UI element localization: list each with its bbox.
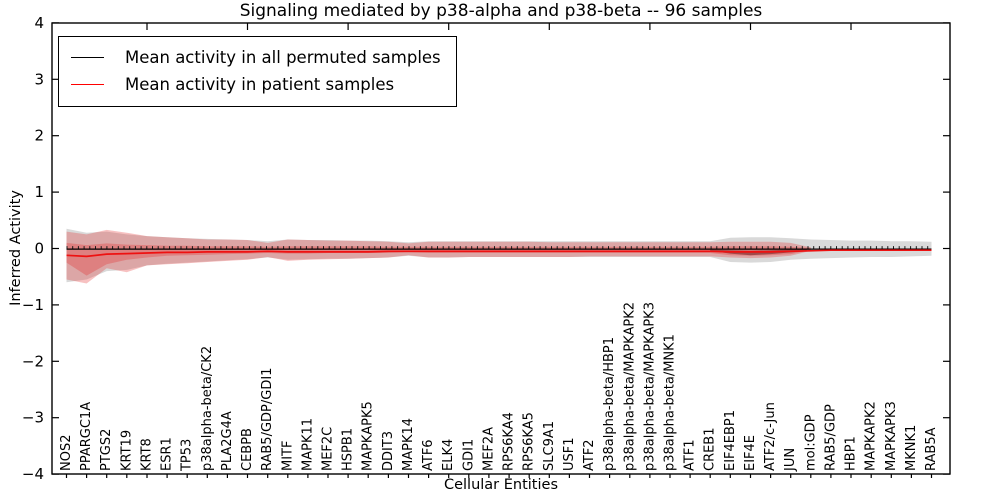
- x-tick-label: MKNK1: [904, 425, 919, 471]
- y-axis-label: Inferred Activity: [8, 190, 24, 306]
- x-tick-label: MEF2A: [481, 427, 496, 471]
- x-tick-label: USF1: [562, 437, 577, 471]
- x-tick-label: mol:GDP: [803, 414, 818, 471]
- legend: Mean activity in all permuted samples Me…: [58, 36, 457, 107]
- x-tick-label: CREB1: [703, 427, 718, 471]
- x-tick-label: MEF2C: [321, 427, 336, 471]
- x-tick-label: MAPK14: [401, 418, 416, 471]
- x-tick-label: p38alpha-beta/CK2: [200, 346, 215, 471]
- x-tick-label: HSPB1: [341, 428, 356, 471]
- y-tick-label: 2: [34, 127, 44, 145]
- legend-label-patient: Mean activity in patient samples: [125, 75, 395, 94]
- legend-label-permuted: Mean activity in all permuted samples: [125, 48, 441, 67]
- legend-item-permuted: Mean activity in all permuted samples: [71, 44, 441, 71]
- x-tick-label: EIF4E: [743, 435, 758, 471]
- x-tick-label: ESR1: [160, 437, 175, 471]
- y-tick-label: −2: [22, 352, 44, 370]
- x-tick-label: MITF: [280, 441, 295, 471]
- x-tick-label: MAPKAPK5: [361, 401, 376, 471]
- x-tick-label: GDI1: [461, 439, 476, 471]
- x-tick-label: PLA2G4A: [220, 411, 235, 471]
- x-tick-label: JUN: [783, 448, 798, 472]
- y-tick-label: −4: [22, 465, 44, 483]
- x-tick-label: ATF2/c-Jun: [763, 402, 778, 471]
- y-tick-label: −3: [22, 409, 44, 427]
- chart-title: Signaling mediated by p38-alpha and p38-…: [239, 1, 763, 21]
- permuted-line-sample: [71, 57, 104, 58]
- x-tick-label: p38alpha-beta/MNK1: [663, 334, 678, 471]
- x-tick-label: RPS6KA4: [502, 412, 517, 471]
- y-axis-ticks: 4 3 2 1 0 −1 −2 −3 −4: [22, 14, 950, 483]
- x-tick-label: MAPKAPK2: [864, 401, 879, 471]
- x-tick-label: ATF6: [421, 439, 436, 471]
- x-axis-ticks: NOS2 PPARGC1A PTGS2 KRT19 KRT8 ESR1 TP53 p38alp…: [59, 302, 939, 478]
- Mean activity in patient samples: [66, 249, 932, 258]
- patient-line-sample: [71, 84, 104, 85]
- x-tick-label: p38alpha-beta/MAPKAPK2: [622, 302, 637, 471]
- x-tick-label: RPS6KA5: [522, 412, 537, 471]
- y-tick-label: 0: [34, 240, 44, 258]
- x-tick-label: EIF4EBP1: [723, 410, 738, 471]
- x-tick-label: ELK4: [441, 439, 456, 471]
- legend-item-patient: Mean activity in patient samples: [71, 71, 441, 98]
- y-tick-label: 4: [34, 14, 44, 32]
- x-tick-label: TP53: [180, 439, 195, 472]
- top-axis-ticks: [146, 23, 852, 30]
- y-tick-label: −1: [22, 296, 44, 314]
- x-axis-label: Cellular Entities: [443, 477, 559, 493]
- patient-outer-band: [66, 229, 811, 284]
- x-tick-label: PTGS2: [99, 429, 114, 471]
- y-tick-label: 1: [34, 183, 44, 201]
- x-tick-label: NOS2: [59, 435, 74, 471]
- x-tick-label: KRT8: [140, 438, 155, 471]
- x-tick-label: MAPKAPK3: [884, 401, 899, 471]
- x-tick-label: DDIT3: [381, 431, 396, 471]
- x-tick-label: ATF1: [683, 439, 698, 471]
- x-tick-label: p38alpha-beta/HBP1: [602, 337, 617, 471]
- x-tick-label: p38alpha-beta/MAPKAPK3: [642, 302, 657, 471]
- permuted-range-band: [66, 228, 932, 283]
- x-tick-label: HBP1: [844, 436, 859, 471]
- x-tick-label: KRT19: [119, 430, 134, 471]
- x-tick-label: PPARGC1A: [79, 402, 94, 471]
- x-tick-label: CEBPB: [240, 428, 255, 471]
- x-tick-label: RAB5/GDP/GDI1: [260, 368, 275, 471]
- x-tick-label: RAB5/GDP: [823, 404, 838, 471]
- x-tick-label: MAPK11: [300, 418, 315, 471]
- x-tick-label: RAB5A: [924, 427, 939, 471]
- y-tick-label: 3: [34, 70, 44, 88]
- x-tick-label: ATF2: [582, 439, 597, 471]
- x-tick-label: SLC9A1: [542, 421, 557, 471]
